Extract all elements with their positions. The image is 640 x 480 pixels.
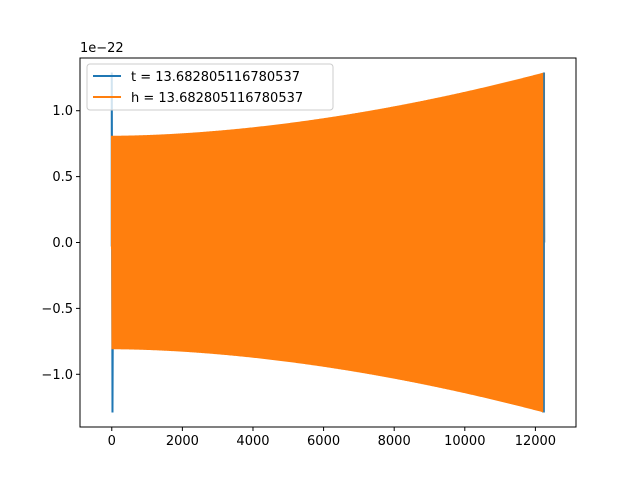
legend-box [86, 63, 334, 111]
x-tick-label: 12000 [515, 434, 556, 449]
x-tick-label: 2000 [166, 434, 199, 449]
x-tick-label: 0 [108, 434, 116, 449]
y-tick-label: −1.0 [41, 368, 73, 383]
series-line-h [110, 72, 546, 413]
x-tick-label: 8000 [378, 434, 411, 449]
series-layer [110, 72, 546, 413]
x-axis: 0 2000 4000 6000 8000 10000 12000 [108, 427, 556, 449]
x-tick-label: 4000 [236, 434, 269, 449]
y-tick-label: −0.5 [41, 302, 73, 317]
y-tick-label: 1.0 [52, 104, 73, 119]
y-tick-label: 0.0 [52, 236, 73, 251]
x-tick-label: 6000 [307, 434, 340, 449]
y-axis: −1.0 −0.5 0.0 0.5 1.0 [41, 104, 80, 383]
legend: t = 13.682805116780537 h = 13.6828051167… [86, 63, 334, 111]
x-tick-label: 10000 [444, 434, 485, 449]
y-offset-text: 1e−22 [80, 41, 124, 56]
y-tick-label: 0.5 [52, 170, 73, 185]
legend-label-h: h = 13.682805116780537 [131, 91, 303, 106]
legend-label-t: t = 13.682805116780537 [131, 70, 300, 85]
